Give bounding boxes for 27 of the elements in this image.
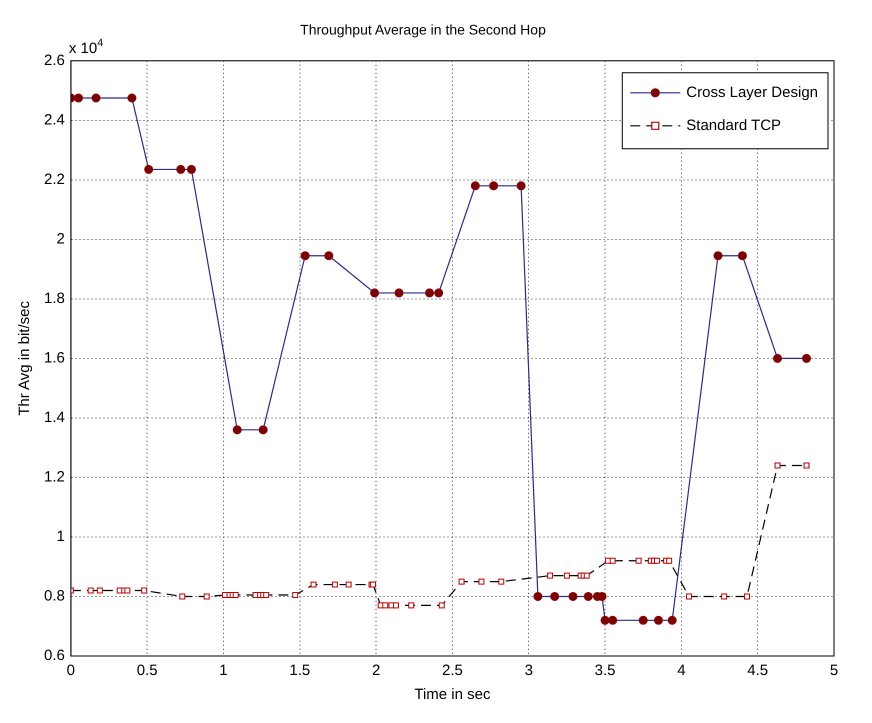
x-tick-label: 4	[677, 662, 686, 680]
y-tick-label: 2.4	[44, 111, 65, 128]
x-tick-label: 0.5	[136, 662, 158, 680]
x-tick-label: 3	[524, 662, 533, 680]
chart-title: Throughput Average in the Second Hop	[300, 21, 546, 38]
x-tick-label: 5	[830, 662, 838, 680]
y-tick-label: 1.8	[44, 290, 65, 308]
y-tick-label: 2.6	[44, 52, 65, 69]
x-tick-label: 1	[219, 662, 228, 680]
y-tick-label: 1.6	[44, 350, 65, 367]
y-tick-label: 0.6	[44, 647, 65, 664]
x-axis-title: Time in sec	[414, 686, 491, 704]
y-tick-label: 2.2	[44, 170, 65, 188]
x-tick-label: 2	[372, 662, 380, 680]
x-tick-label: 1.5	[289, 662, 310, 680]
y-tick-label: 1	[56, 528, 65, 546]
y-tick-label: 0.8	[44, 588, 65, 605]
x-tick-label: 2.5	[442, 662, 463, 680]
y-tick-label: 1.4	[44, 409, 65, 426]
x-tick-label: 0	[66, 662, 76, 680]
y-tick-label: 1.2	[44, 468, 65, 486]
legend-label: Standard TCP	[686, 116, 782, 134]
legend-label: Cross Layer Design	[686, 84, 818, 101]
x-tick-label: 4.5	[747, 662, 768, 680]
y-tick-label: 2	[56, 230, 65, 248]
y-axis-title: Thr Avg in bit/sec	[16, 300, 34, 416]
x-tick-label: 3.5	[594, 662, 616, 680]
